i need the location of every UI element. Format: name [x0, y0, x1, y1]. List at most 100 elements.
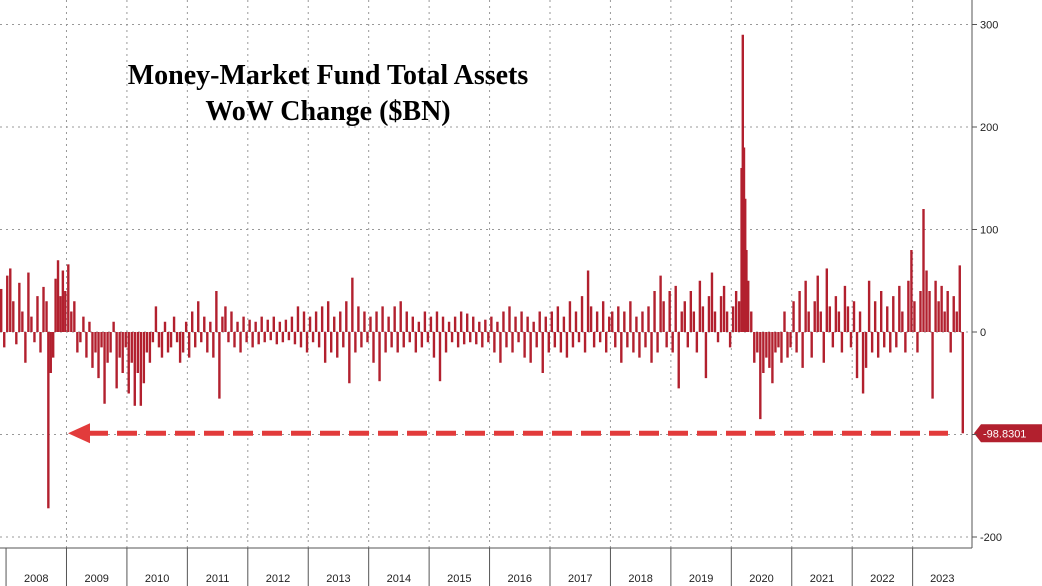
bar [741, 34, 744, 332]
bar [444, 332, 448, 353]
bar [737, 301, 741, 332]
bar [641, 311, 644, 332]
bar [716, 332, 720, 343]
bar [402, 332, 405, 348]
bar [405, 311, 408, 332]
bar [840, 332, 844, 353]
bar [97, 332, 100, 379]
chart-subtitle: WoW Change ($BN) [205, 96, 450, 127]
bar [623, 311, 626, 332]
bar [124, 332, 127, 348]
bar [795, 332, 798, 353]
bar [384, 332, 387, 353]
bar [408, 332, 411, 343]
bar [369, 316, 372, 332]
bar [747, 280, 750, 332]
bar [184, 321, 188, 332]
bar [745, 250, 748, 332]
x-tick-label: 2019 [689, 573, 713, 585]
bar [181, 332, 185, 353]
bar [109, 332, 112, 353]
bar [671, 332, 674, 353]
bar [411, 316, 414, 332]
bar [45, 301, 48, 332]
bar [393, 306, 396, 332]
bar [792, 301, 795, 332]
bar [934, 280, 937, 332]
bar [801, 332, 804, 368]
bar [955, 311, 958, 332]
bar [762, 332, 765, 373]
bar [904, 332, 907, 353]
x-tick-label: 2013 [326, 573, 350, 585]
bar [931, 332, 934, 399]
bar [157, 332, 161, 348]
bar [740, 168, 743, 332]
bar [789, 332, 792, 348]
bar [635, 316, 638, 332]
axes: -200 0 100 200 300 2008 2009 2010 2011 2012 2013 20… [0, 0, 1002, 586]
bar [553, 332, 557, 348]
bar [27, 272, 30, 332]
bar [889, 332, 892, 353]
x-tick-label: 2020 [749, 573, 773, 585]
bar [290, 316, 294, 332]
bar [106, 332, 109, 363]
bar [447, 321, 451, 332]
x-tick-label: 2008 [24, 573, 48, 585]
bar [961, 332, 964, 434]
bar [284, 319, 288, 332]
bar [348, 332, 351, 384]
bar [949, 332, 952, 353]
bar [725, 311, 729, 332]
bar [674, 285, 677, 332]
bar [293, 332, 297, 345]
bar [544, 316, 547, 332]
bar [595, 311, 599, 332]
bar [550, 311, 554, 332]
bar [695, 332, 699, 353]
bar [100, 332, 103, 348]
bar [266, 319, 269, 332]
x-tick-label: 2012 [266, 573, 290, 585]
bar [15, 332, 18, 345]
bar [786, 332, 789, 358]
bar [589, 306, 593, 332]
bar [399, 301, 402, 332]
bar [118, 332, 121, 358]
bar [837, 311, 841, 332]
bar [883, 332, 886, 348]
x-tick-label: 2017 [568, 573, 592, 585]
bar [686, 332, 689, 348]
bar [160, 332, 164, 358]
bar [864, 332, 868, 368]
grid [0, 0, 972, 548]
bar [200, 332, 203, 343]
bar [822, 332, 825, 363]
bar [843, 285, 847, 332]
bar [139, 332, 143, 406]
bar [499, 332, 502, 363]
x-tick-label: 2021 [810, 573, 834, 585]
bar [381, 306, 384, 332]
bar [742, 147, 746, 332]
bar [163, 321, 167, 332]
bar [47, 332, 50, 509]
bar [511, 332, 514, 353]
bar [913, 301, 916, 332]
bar [275, 332, 279, 345]
bar [901, 311, 904, 332]
bar [360, 332, 363, 348]
x-tick-label: 2016 [508, 573, 532, 585]
bar [206, 332, 209, 353]
bar [390, 332, 393, 348]
bar [629, 301, 632, 332]
bar [302, 311, 306, 332]
bar [82, 316, 85, 332]
bar [21, 311, 24, 332]
bar [940, 285, 943, 332]
bar [677, 332, 680, 389]
value-callout-label: -98.8301 [983, 428, 1026, 440]
bar [768, 332, 771, 368]
